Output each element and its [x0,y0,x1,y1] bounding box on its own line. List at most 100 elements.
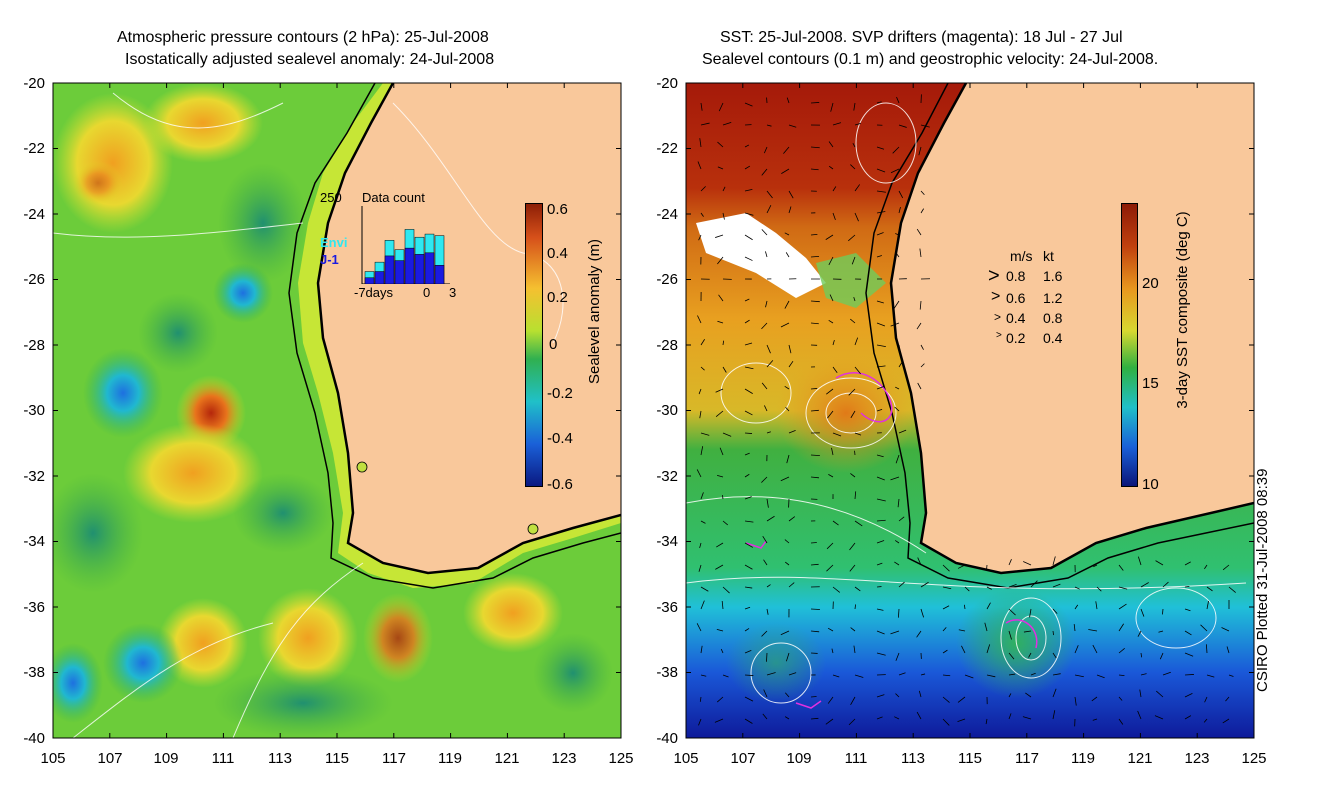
left-x-tick-3: 111 [211,750,235,767]
velocity-vector [810,146,820,149]
velocity-vector [788,360,794,368]
velocity-vector [826,542,834,550]
velocity-vector [1029,608,1032,618]
right-cloud-white [696,213,826,298]
velocity-vector [715,234,724,238]
right-cb-tick-2: 10 [1142,476,1159,493]
velocity-vector [920,608,924,618]
velocity-vector [788,206,792,214]
velocity-vector [957,696,966,703]
inset-bar-j1 [414,254,425,284]
velocity-vector [788,582,795,588]
velocity-vector [1008,630,1012,640]
velocity-vector [827,696,834,704]
velocity-kt-2: 0.8 [1043,310,1063,326]
velocity-vector [744,452,750,456]
velocity-header-kt: kt [1043,248,1054,264]
velocity-vector [1118,696,1123,701]
velocity-vector [876,232,884,236]
left-tide-gauge-2 [527,523,539,535]
velocity-vector [761,229,768,236]
velocity-vector [700,520,706,524]
velocity-vector [786,97,790,104]
velocity-vector [898,672,906,676]
velocity-vector [942,627,947,632]
velocity-vector [780,476,790,482]
left-title-line1: Atmospheric pressure contours (2 hPa): 2… [117,29,489,46]
velocity-vector [1184,585,1190,588]
velocity-vector [1184,608,1191,612]
velocity-vector [892,146,900,154]
right-y-tick-8: -36 [656,599,678,616]
velocity-vector [780,322,790,328]
velocity-vector [783,146,790,154]
velocity-vector [1008,673,1016,676]
right-x-tick-10: 125 [1241,750,1267,767]
velocity-vector [698,564,702,572]
velocity-vector [744,696,754,702]
left-y-tick-7: -34 [23,533,45,550]
velocity-vector [957,564,966,569]
velocity-vector [766,652,768,662]
velocity-ms-1: 0.6 [1006,290,1026,306]
right-y-tick-9: -38 [656,664,678,681]
velocity-vector [1222,718,1230,724]
velocity-vector [854,337,859,346]
velocity-vector [766,190,773,199]
right-x-tick-1: 107 [730,750,756,767]
velocity-vector [895,693,900,698]
left-y-tick-10: -40 [23,730,45,747]
velocity-vector [785,406,790,412]
velocity-vector [744,564,753,570]
velocity-vector [942,586,952,590]
velocity-vector [810,168,819,171]
velocity-vector [715,564,724,570]
velocity-vector [827,410,834,419]
velocity-vector [876,190,886,193]
right-title-line2: Sealevel contours (0.1 m) and geostrophi… [702,51,1159,68]
velocity-vector [876,498,886,502]
left-land [318,83,621,573]
velocity-vector [786,454,790,464]
velocity-vector [1022,716,1032,720]
velocity-vector [876,476,885,481]
velocity-vector [744,718,753,724]
velocity-vector [1204,564,1208,570]
velocity-vector [919,300,922,310]
velocity-vector [961,645,966,654]
velocity-vector [761,322,768,330]
velocity-vector [810,717,819,720]
velocity-vector [896,96,900,104]
left-cb-tick-1: 0.4 [547,245,568,262]
velocity-vector [942,649,948,654]
velocity-vector [765,251,768,258]
velocity-vector [766,431,771,434]
velocity-vector [890,476,900,481]
velocity-vector [744,496,752,500]
velocity-vector [717,141,724,148]
velocity-vector [700,645,703,654]
right-drifter-tracks [745,372,1038,709]
velocity-vector [854,491,857,500]
velocity-vector [1096,586,1102,592]
velocity-vector [696,623,702,632]
velocity-vector [1008,713,1012,720]
velocity-vector [696,469,702,478]
velocity-vector [1073,624,1076,632]
velocity-vector [744,188,753,192]
velocity-vector [898,608,900,618]
velocity-vector [766,124,772,127]
velocity-vector [828,141,834,148]
velocity-vector [810,388,818,390]
left-cb-tick-3: 0 [549,336,558,353]
right-y-tick-0: -20 [656,75,678,92]
velocity-vector [784,716,790,720]
velocity-arrow-2: > [994,310,1002,324]
velocity-vector [890,322,900,327]
velocity-vector [1118,623,1124,632]
velocity-vector [1023,561,1032,566]
velocity-vector [850,410,856,419]
velocity-vector [876,608,884,611]
velocity-vector [854,212,859,222]
velocity-vector [1154,715,1164,720]
